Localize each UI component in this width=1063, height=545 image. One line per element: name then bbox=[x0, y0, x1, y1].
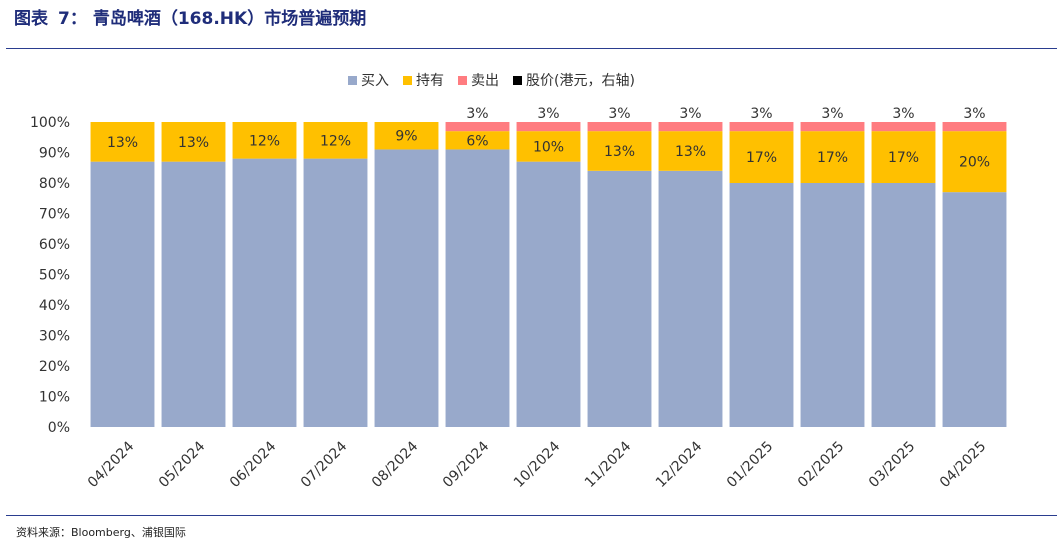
bar-segment bbox=[658, 131, 723, 171]
y-tick-label: 20% bbox=[39, 359, 70, 375]
bar-segment bbox=[871, 122, 936, 132]
data-label: 12% bbox=[249, 133, 280, 149]
data-label: 3% bbox=[750, 106, 772, 122]
x-tick-label: 09/2024 bbox=[440, 438, 493, 491]
x-tick-label: 10/2024 bbox=[511, 438, 564, 491]
x-tick-label: 04/2024 bbox=[85, 438, 138, 491]
data-label: 13% bbox=[604, 144, 635, 160]
bar-segment bbox=[374, 149, 439, 427]
y-tick-label: 30% bbox=[39, 329, 70, 345]
data-label: 13% bbox=[675, 144, 706, 160]
legend-swatch bbox=[348, 76, 357, 85]
data-label: 17% bbox=[746, 150, 777, 166]
bar-segment bbox=[800, 122, 865, 132]
y-tick-label: 60% bbox=[39, 237, 70, 253]
data-label: 3% bbox=[537, 106, 559, 122]
data-label: 17% bbox=[817, 150, 848, 166]
bar-segment bbox=[303, 122, 368, 159]
bar-segment bbox=[161, 161, 226, 427]
top-divider bbox=[6, 48, 1057, 49]
y-tick-label: 70% bbox=[39, 207, 70, 223]
data-label: 3% bbox=[892, 106, 914, 122]
bar-segment bbox=[232, 158, 297, 427]
bar-segment bbox=[445, 131, 510, 150]
bar-segment bbox=[374, 122, 439, 150]
y-tick-label: 100% bbox=[30, 115, 70, 131]
legend-label: 持有 bbox=[416, 73, 444, 89]
data-label: 3% bbox=[821, 106, 843, 122]
y-tick-label: 10% bbox=[39, 390, 70, 406]
bar-segment bbox=[303, 158, 368, 427]
legend-label: 股价(港元，右轴) bbox=[526, 73, 635, 89]
data-label: 9% bbox=[395, 129, 417, 145]
bar-segment bbox=[942, 131, 1007, 193]
bar-segment bbox=[516, 122, 581, 132]
y-tick-label: 80% bbox=[39, 176, 70, 192]
y-tick-label: 90% bbox=[39, 146, 70, 162]
x-tick-label: 05/2024 bbox=[156, 438, 209, 491]
data-label: 3% bbox=[466, 106, 488, 122]
legend-label: 卖出 bbox=[471, 73, 499, 89]
data-label: 17% bbox=[888, 150, 919, 166]
bar-segment bbox=[516, 131, 581, 162]
bar-segment bbox=[871, 131, 936, 183]
bar-segment bbox=[729, 183, 794, 427]
data-label: 10% bbox=[533, 139, 564, 155]
x-tick-label: 07/2024 bbox=[298, 438, 351, 491]
figure-caption: 青岛啤酒（168.HK）市场普遍预期 bbox=[92, 9, 367, 29]
data-label: 12% bbox=[320, 133, 351, 149]
x-tick-label: 08/2024 bbox=[369, 438, 422, 491]
x-tick-label: 04/2025 bbox=[937, 439, 989, 491]
bar-segment bbox=[942, 192, 1007, 427]
figure-number: 7： bbox=[58, 9, 87, 29]
bar-segment bbox=[729, 122, 794, 132]
bar-segment bbox=[587, 131, 652, 171]
bar-segment bbox=[658, 122, 723, 132]
source-note: 资料来源：Bloomberg、浦银国际 bbox=[16, 526, 186, 539]
data-label: 13% bbox=[178, 135, 209, 151]
data-label: 3% bbox=[608, 106, 630, 122]
x-tick-label: 12/2024 bbox=[653, 438, 706, 491]
x-tick-label: 01/2025 bbox=[724, 439, 776, 491]
data-label: 13% bbox=[107, 135, 138, 151]
bar-segment bbox=[871, 183, 936, 427]
x-tick-label: 06/2024 bbox=[227, 438, 280, 491]
x-tick-label: 02/2025 bbox=[795, 439, 847, 491]
bar-segment bbox=[90, 161, 155, 427]
bar-segment bbox=[161, 122, 226, 162]
legend-swatch bbox=[513, 76, 522, 85]
legend-label: 买入 bbox=[361, 73, 389, 89]
legend-swatch bbox=[403, 76, 412, 85]
x-tick-label: 03/2025 bbox=[866, 439, 918, 491]
bar-segment bbox=[658, 170, 723, 428]
y-tick-label: 50% bbox=[39, 268, 70, 284]
data-label: 3% bbox=[679, 106, 701, 122]
bar-segment bbox=[800, 183, 865, 427]
data-label: 3% bbox=[963, 106, 985, 122]
bottom-divider bbox=[6, 515, 1057, 516]
y-tick-label: 0% bbox=[48, 420, 70, 436]
bar-segment bbox=[90, 122, 155, 162]
y-tick-label: 40% bbox=[39, 298, 70, 314]
bar-segment bbox=[800, 131, 865, 183]
data-label: 20% bbox=[959, 155, 990, 171]
legend-swatch bbox=[458, 76, 467, 85]
bar-segment bbox=[587, 170, 652, 428]
bar-segment bbox=[587, 122, 652, 132]
bar-segment bbox=[729, 131, 794, 183]
bar-segment bbox=[445, 122, 510, 132]
bar-segment bbox=[942, 122, 1007, 132]
x-tick-label: 11/2024 bbox=[582, 438, 635, 491]
bar-segment bbox=[516, 161, 581, 427]
figure-title: 图表 7： 青岛啤酒（168.HK）市场普遍预期 bbox=[14, 4, 366, 29]
bar-segment bbox=[232, 122, 297, 159]
bar-segment bbox=[445, 149, 510, 427]
figure-prefix: 图表 bbox=[14, 9, 48, 29]
data-label: 6% bbox=[466, 133, 488, 149]
